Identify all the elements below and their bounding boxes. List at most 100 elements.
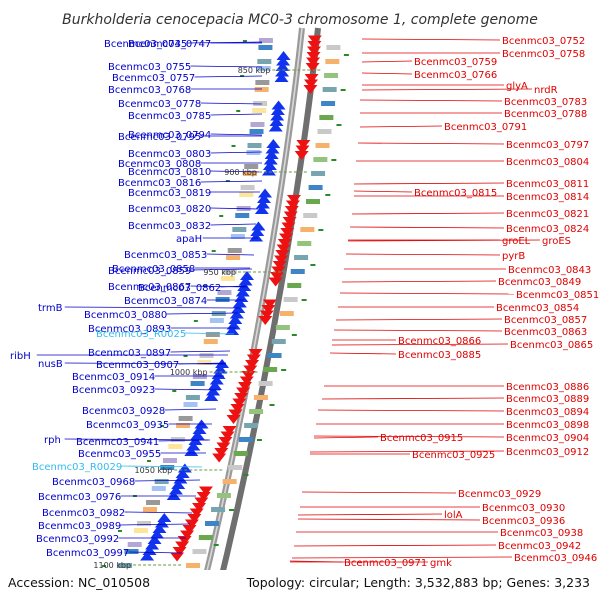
gene-label-left[interactable]: Bcenmc03_0923 [72, 385, 155, 396]
gene-label-left[interactable]: Bcenmc03_0976 [38, 492, 121, 503]
connector-left [200, 180, 263, 183]
gene-label-left[interactable]: Bcenmc03_0859 [108, 266, 191, 277]
gene-label-right[interactable]: glyA [506, 81, 528, 92]
gene-label-right[interactable]: Bcenmc03_0885 [398, 350, 481, 361]
gene-label-right[interactable]: Bcenmc03_0815 [414, 188, 497, 199]
gene-label-left[interactable]: Bcenmc03_0955 [78, 449, 161, 460]
gene-label-left[interactable]: Bcenmc03_0755 [108, 62, 191, 73]
gene-label-left[interactable]: Bcenmc03_0832 [128, 221, 211, 232]
gene-label-right[interactable]: Bcenmc03_0849 [498, 277, 581, 288]
gene-label-right[interactable]: Bcenmc03_0759 [414, 57, 497, 68]
gene-label-right[interactable]: Bcenmc03_0766 [414, 70, 497, 81]
gene-label-right[interactable]: Bcenmc03_0783 [504, 97, 587, 108]
gene-label-left[interactable]: Bcenmc03_0992 [36, 534, 119, 545]
function-block-right [305, 199, 320, 204]
gene-label-right[interactable]: Bcenmc03_0930 [482, 503, 565, 514]
gene-label-left[interactable]: rph [44, 435, 61, 446]
gene-label-left[interactable]: Bcenmc03_0747 [128, 39, 211, 50]
gene-label-right[interactable]: gmk [430, 558, 452, 569]
gene-label-left[interactable]: Bcenmc03_0997 [46, 548, 129, 559]
gene-label-right[interactable]: Bcenmc03_0898 [506, 420, 589, 431]
gene-label-left[interactable]: Bcenmc03_0941 [76, 437, 159, 448]
gene-label-right[interactable]: pyrB [502, 251, 525, 262]
gene-label-left[interactable]: Bcenmc03_0820 [128, 204, 211, 215]
gene-label-left[interactable]: Bcenmc03_0803 [128, 149, 211, 160]
gene-label-left[interactable]: Bcenmc03_0880 [84, 310, 167, 321]
gene-label-right[interactable]: Bcenmc03_0843 [508, 265, 591, 276]
gene-label-left[interactable]: Bcenmc03_0808 [118, 159, 201, 170]
gene-label-left[interactable]: Bcenmc03_0874 [124, 296, 207, 307]
gene-label-left[interactable]: ribH [10, 351, 31, 362]
gene-label-left[interactable]: Bcenmc03_0989 [38, 521, 121, 532]
gene-label-right[interactable]: Bcenmc03_0821 [506, 209, 589, 220]
gene-label-right[interactable]: groES [542, 236, 571, 247]
gene-label-left[interactable]: Bcenmc03_0862 [138, 283, 221, 294]
gene-label-right[interactable]: Bcenmc03_0912 [506, 447, 589, 458]
gene-label-right[interactable]: Bcenmc03_0889 [506, 394, 589, 405]
gene-label-left[interactable]: Bcenmc03_0867 [108, 282, 191, 293]
gene-label-left[interactable]: nusB [38, 359, 63, 370]
gene-label-right[interactable]: Bcenmc03_0886 [506, 382, 589, 393]
gene-label-right[interactable]: Bcenmc03_0797 [506, 140, 589, 151]
gene-label-left[interactable]: Bcenmc03_0768 [108, 85, 191, 96]
function-block-left [255, 80, 270, 85]
gene-label-right[interactable]: Bcenmc03_0811 [506, 179, 589, 190]
gene-label-left[interactable]: apaH [176, 234, 202, 245]
gene-label-left[interactable]: Bcenmc03_0816 [118, 178, 201, 189]
gene-label-left[interactable]: Bcenmc03_0745 [104, 39, 187, 50]
gene-label-right[interactable]: Bcenmc03_0752 [502, 36, 585, 47]
gene-label-left[interactable]: Bcenmc03_0810 [128, 167, 211, 178]
gene-label-left[interactable]: Bcenmc03_0982 [42, 508, 125, 519]
gene-label-right[interactable]: groEL [502, 236, 531, 247]
gene-label-right[interactable]: Bcenmc03_0857 [504, 315, 587, 326]
gene-label-right[interactable]: Bcenmc03_0938 [500, 528, 583, 539]
gene-label-right[interactable]: Bcenmc03_0866 [398, 336, 481, 347]
gene-label-left[interactable]: Bcenmc03_0907 [96, 360, 179, 371]
gene-label-left[interactable]: Bcenmc03_0794 [128, 130, 211, 141]
connector-right [313, 435, 505, 438]
gene-label-left[interactable]: Bcenmc03_0778 [118, 99, 201, 110]
gene-label-left[interactable]: Bcenmc03_0795 [118, 132, 201, 143]
gene-label-right[interactable]: Bcenmc03_0904 [506, 433, 589, 444]
function-block-right [198, 535, 213, 540]
gene-label-left[interactable]: Bcenmc03_0757 [112, 73, 195, 84]
gene-label-left[interactable]: Bcenmc03_0928 [82, 406, 165, 417]
gene-label-left[interactable]: Bcenmc03_0819 [128, 188, 211, 199]
gene-label-right[interactable]: Bcenmc03_0936 [482, 516, 565, 527]
gene-label-left[interactable]: Bcenmc03_R0029 [32, 462, 122, 473]
gene-label-right[interactable]: Bcenmc03_0788 [504, 109, 587, 120]
gene-label-right[interactable]: Bcenmc03_0929 [458, 489, 541, 500]
gene-label-left[interactable]: Bcenmc03_0914 [72, 372, 155, 383]
kbp-marker-label: 850 kbp [238, 66, 271, 75]
gene-label-right[interactable]: Bcenmc03_0863 [504, 327, 587, 338]
gene-label-right[interactable]: Bcenmc03_0915 [380, 433, 463, 444]
gene-label-right[interactable]: Bcenmc03_0894 [506, 407, 589, 418]
gene-label-right[interactable]: Bcenmc03_0865 [510, 340, 593, 351]
gene-label-left[interactable]: Bcenmc03_0785 [128, 111, 211, 122]
gene-label-right[interactable]: Bcenmc03_0814 [506, 192, 589, 203]
gene-label-left[interactable]: Bcenmc03_0853 [124, 250, 207, 261]
gene-label-right[interactable]: Bcenmc03_0851 [516, 290, 599, 301]
gene-label-right[interactable]: lolA [444, 510, 463, 521]
gene-label-right[interactable]: Bcenmc03_0854 [496, 303, 579, 314]
gene-label-left[interactable]: Bcenmc03_0897 [88, 348, 171, 359]
gene-label-right[interactable]: Bcenmc03_0824 [506, 224, 589, 235]
tick-mark-left [211, 250, 216, 252]
function-block-right [271, 339, 286, 344]
gene-label-right[interactable]: Bcenmc03_0791 [444, 122, 527, 133]
gene-label-right[interactable]: Bcenmc03_0946 [514, 553, 597, 564]
gene-label-right[interactable]: Bcenmc03_0804 [506, 157, 589, 168]
gene-label-right[interactable]: Bcenmc03_0971 [344, 558, 427, 569]
gene-label-left[interactable]: Bcenmc03_0858 [112, 264, 195, 275]
connector-right [361, 60, 413, 63]
gene-label-right[interactable]: Bcenmc03_0925 [412, 450, 495, 461]
gene-label-right[interactable]: nrdR [534, 85, 558, 96]
connector-right [331, 343, 509, 346]
gene-label-left[interactable]: Bcenmc03_0935 [86, 420, 169, 431]
gene-label-left[interactable]: Bcenmc03_R0025 [96, 329, 186, 340]
gene-label-left[interactable]: trmB [38, 303, 63, 314]
gene-label-left[interactable]: Bcenmc03_0968 [52, 477, 135, 488]
gene-label-right[interactable]: Bcenmc03_0758 [502, 49, 585, 60]
gene-label-left[interactable]: Bcenmc03_0893 [88, 324, 171, 335]
gene-label-right[interactable]: Bcenmc03_0942 [498, 541, 581, 552]
